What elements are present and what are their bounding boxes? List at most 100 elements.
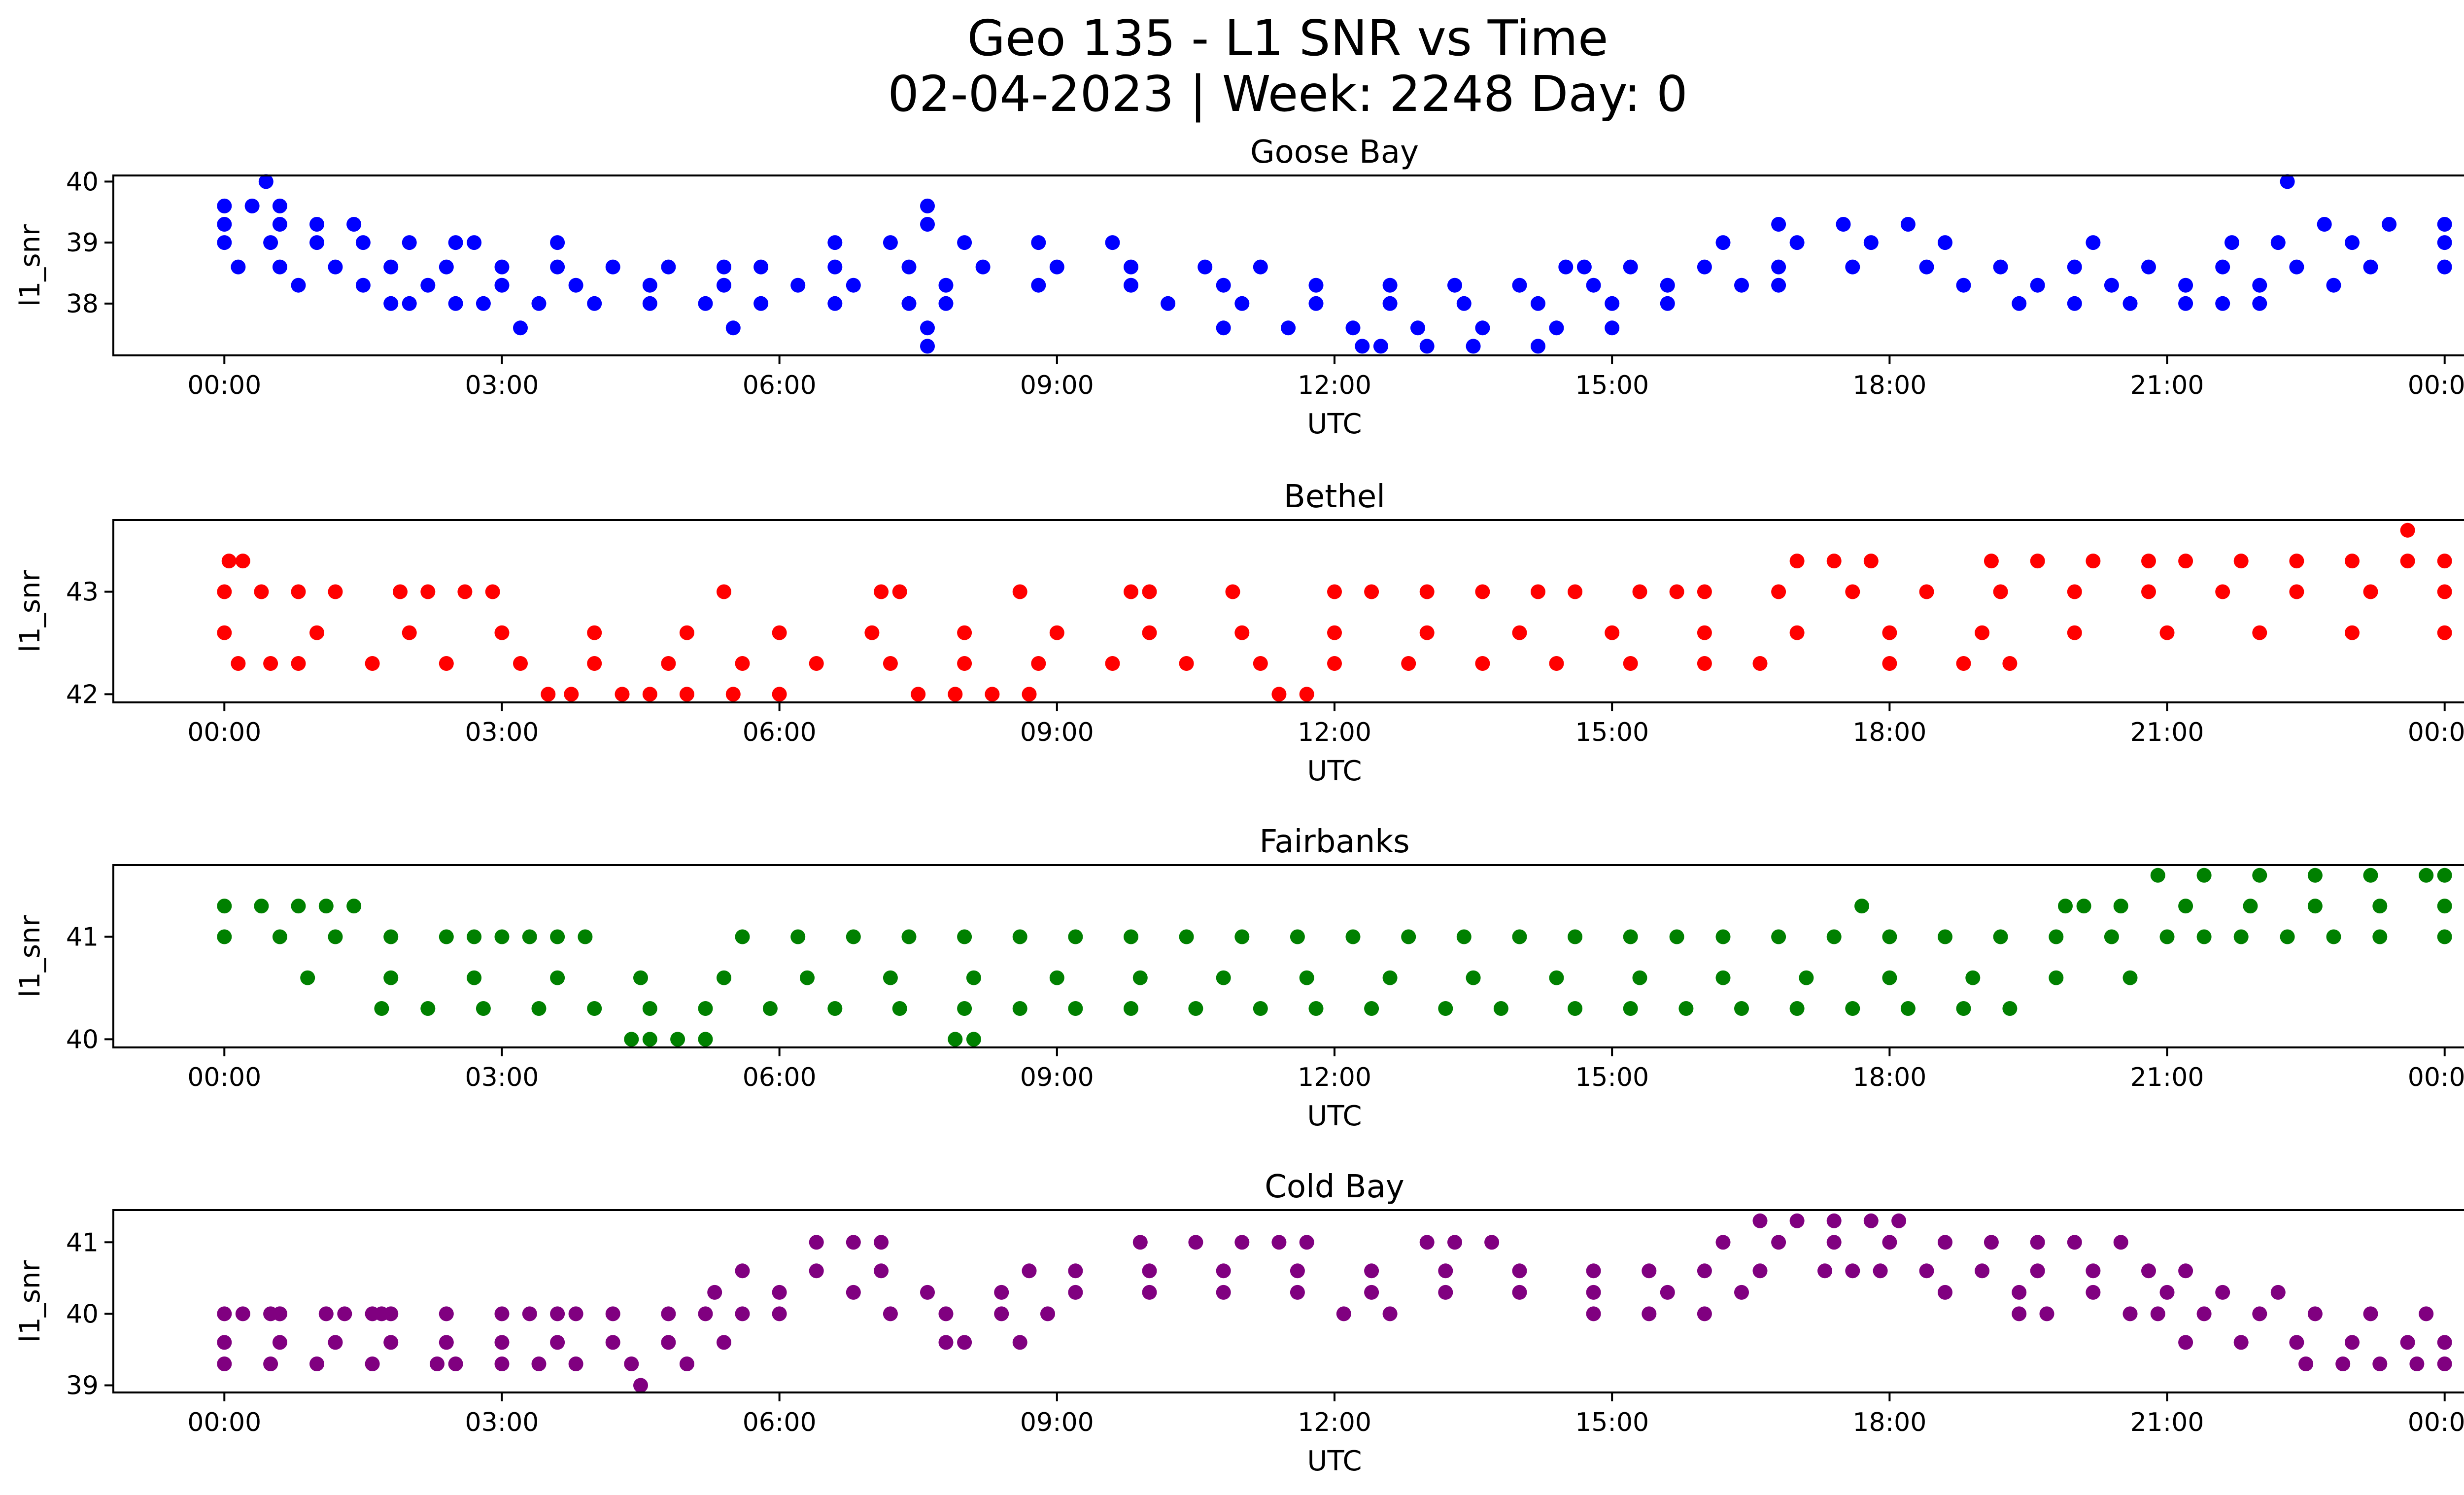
data-point bbox=[393, 584, 408, 599]
data-point bbox=[1697, 625, 1712, 640]
data-point bbox=[1382, 1306, 1398, 1321]
data-point bbox=[494, 1306, 510, 1321]
data-point bbox=[2067, 259, 2082, 275]
data-point bbox=[1022, 687, 1037, 702]
data-point bbox=[337, 1306, 352, 1321]
data-point bbox=[2067, 1235, 2082, 1250]
data-point bbox=[975, 259, 991, 275]
data-point bbox=[1216, 1285, 1231, 1300]
data-point bbox=[1327, 625, 1342, 640]
y-tick-label: 41 bbox=[66, 1228, 99, 1257]
data-point bbox=[1124, 278, 1138, 293]
x-tick-label: 06:00 bbox=[743, 718, 817, 747]
data-point bbox=[1669, 584, 1684, 599]
data-point bbox=[1771, 278, 1786, 293]
data-point bbox=[244, 198, 260, 213]
data-point bbox=[1022, 1263, 1037, 1279]
data-point bbox=[661, 1306, 676, 1321]
data-point bbox=[1299, 970, 1314, 985]
data-point bbox=[1142, 1285, 1157, 1300]
data-point bbox=[1410, 320, 1425, 336]
x-tick-label: 03:00 bbox=[465, 718, 539, 747]
data-point bbox=[2150, 868, 2165, 883]
data-point bbox=[957, 235, 972, 250]
y-tick-label: 38 bbox=[66, 289, 99, 319]
data-point bbox=[2215, 584, 2230, 599]
data-point bbox=[762, 1001, 778, 1016]
data-point bbox=[550, 970, 565, 985]
data-point bbox=[957, 929, 972, 944]
data-point bbox=[809, 1235, 824, 1250]
data-point bbox=[1891, 1213, 1907, 1228]
data-point bbox=[1938, 1285, 1952, 1300]
data-point bbox=[272, 1335, 287, 1350]
data-point bbox=[1253, 656, 1268, 671]
data-point bbox=[231, 656, 246, 671]
data-point bbox=[2270, 1285, 2286, 1300]
figure-title-line-1: Geo 135 - L1 SNR vs Time bbox=[967, 9, 1608, 67]
data-point bbox=[920, 217, 935, 232]
data-point bbox=[2252, 868, 2267, 883]
data-point bbox=[1789, 235, 1805, 250]
points-cold-bay bbox=[217, 1213, 2452, 1393]
data-point bbox=[494, 929, 510, 944]
x-axis-label-goose-bay: UTC bbox=[1307, 408, 1362, 440]
data-point bbox=[1512, 1285, 1527, 1300]
data-point bbox=[494, 1335, 510, 1350]
data-point bbox=[1216, 320, 1231, 336]
data-point bbox=[1771, 217, 1786, 232]
data-point bbox=[300, 970, 315, 985]
data-point bbox=[2086, 235, 2101, 250]
data-point bbox=[1826, 1235, 1842, 1250]
data-point bbox=[901, 296, 917, 311]
data-point bbox=[1031, 235, 1046, 250]
x-tick-label: 15:00 bbox=[1575, 1063, 1649, 1092]
data-point bbox=[772, 687, 787, 702]
data-point bbox=[717, 278, 731, 293]
data-point bbox=[615, 687, 630, 702]
data-point bbox=[263, 1356, 278, 1371]
data-point bbox=[272, 198, 287, 213]
data-point bbox=[846, 929, 861, 944]
data-point bbox=[2400, 1335, 2415, 1350]
subplot-goose-bay: Goose Bay 00:00 03:00 06:00 09:00 12:00 15:00 1… bbox=[14, 134, 2464, 440]
y-tick-label: 39 bbox=[66, 228, 99, 258]
data-point bbox=[383, 259, 399, 275]
data-point bbox=[2419, 1306, 2434, 1321]
data-point bbox=[2419, 868, 2434, 883]
data-point bbox=[1771, 929, 1786, 944]
data-point bbox=[1105, 235, 1120, 250]
data-point bbox=[2178, 1335, 2193, 1350]
data-point bbox=[235, 554, 250, 569]
data-point bbox=[1531, 296, 1545, 311]
data-point bbox=[1308, 296, 1324, 311]
y-axis-label-goose-bay: l1_snr bbox=[14, 224, 46, 307]
data-point bbox=[661, 1335, 676, 1350]
data-point bbox=[1438, 1263, 1453, 1279]
data-point bbox=[966, 1032, 981, 1047]
data-point bbox=[587, 296, 602, 311]
data-point bbox=[217, 625, 232, 640]
x-tick-label: 18:00 bbox=[1852, 718, 1926, 747]
x-tick-label: 03:00 bbox=[465, 1408, 539, 1437]
data-point bbox=[2307, 899, 2323, 914]
data-point bbox=[2039, 1306, 2054, 1321]
data-point bbox=[1993, 584, 2008, 599]
data-point bbox=[254, 584, 269, 599]
data-point bbox=[383, 1306, 399, 1321]
data-point bbox=[2372, 929, 2388, 944]
data-point bbox=[541, 687, 556, 702]
data-point bbox=[1234, 625, 1250, 640]
data-point bbox=[1142, 584, 1157, 599]
data-point bbox=[355, 278, 371, 293]
data-point bbox=[2437, 217, 2452, 232]
data-point bbox=[439, 1335, 454, 1350]
data-point bbox=[1512, 278, 1527, 293]
data-point bbox=[1132, 970, 1148, 985]
data-point bbox=[985, 687, 1000, 702]
data-point bbox=[531, 1356, 547, 1371]
data-point bbox=[2012, 1306, 2027, 1321]
data-point bbox=[1401, 656, 1416, 671]
data-point bbox=[1188, 1001, 1203, 1016]
data-point bbox=[2076, 899, 2091, 914]
